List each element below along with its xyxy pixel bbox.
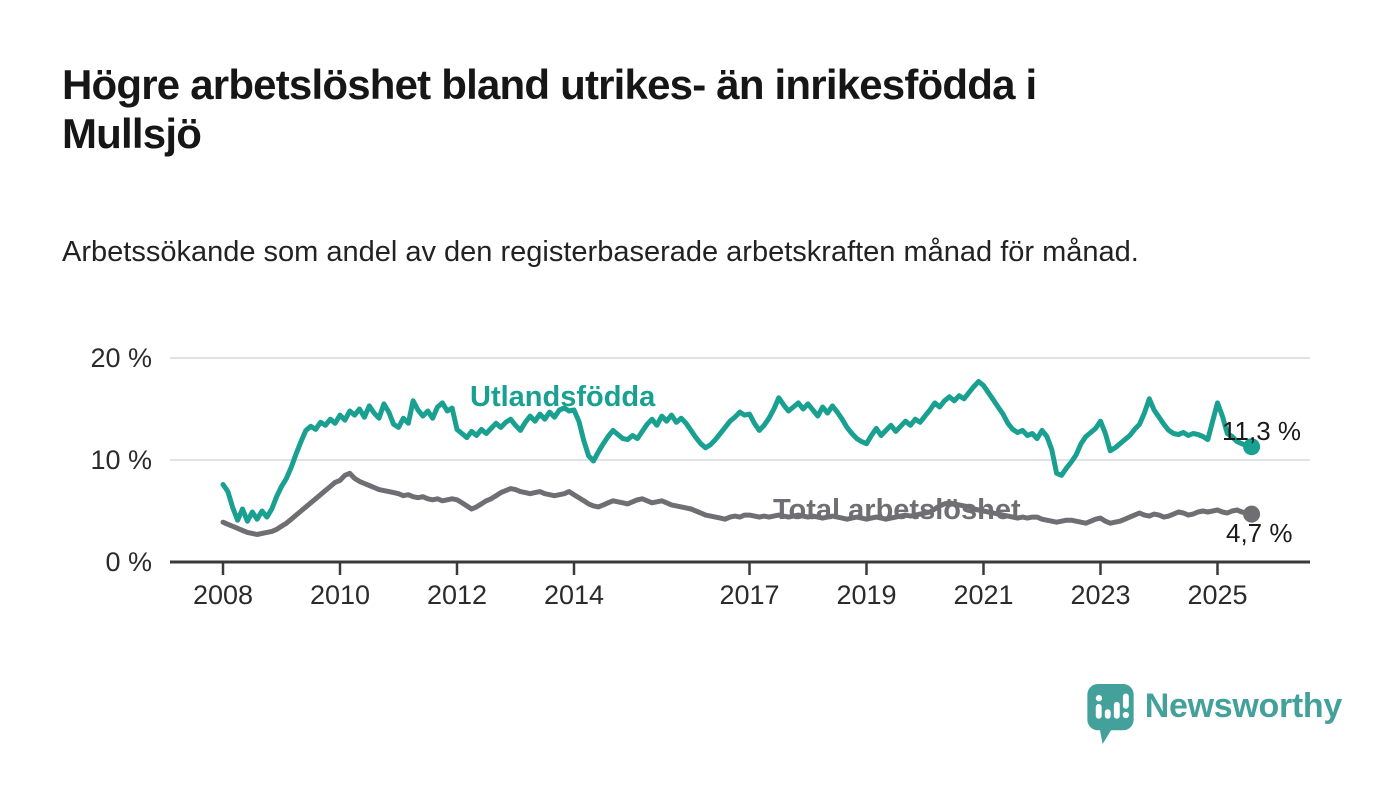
series-end-dot-utlandsf-dda (1243, 438, 1261, 456)
page-title: Högre arbetslöshet bland utrikes- än inr… (62, 60, 1292, 158)
series-label-utlandsfodda: Utlandsfödda (470, 381, 656, 413)
series-label-total-arbetsloshet: Total arbetslöshet (773, 494, 1021, 526)
page-subtitle: Arbetssökande som andel av den registerb… (62, 236, 1139, 268)
y-tick-label: 10 % (90, 445, 152, 475)
page-title-line2: Mullsjö (62, 110, 202, 158)
x-tick-label: 2023 (1070, 580, 1130, 610)
newsworthy-logo-icon (1087, 684, 1134, 744)
x-tick-label: 2012 (427, 580, 487, 610)
newsworthy-logo: Newsworthy (1087, 684, 1342, 745)
x-tick-label: 2010 (310, 580, 370, 610)
y-tick-label: 20 % (90, 343, 152, 373)
y-tick-label: 0 % (105, 547, 152, 577)
x-tick-label: 2008 (193, 580, 253, 610)
x-tick-label: 2017 (719, 580, 779, 610)
end-value-label-utlandsfodda: 11,3 % (1222, 416, 1302, 446)
newsworthy-logo-text: Newsworthy (1144, 687, 1343, 725)
series-line-utlandsf-dda (220, 379, 1255, 524)
x-tick-label: 2014 (544, 580, 604, 610)
series-line-total-arbetsl-shet (220, 470, 1255, 537)
x-tick-label: 2025 (1187, 580, 1247, 610)
series-end-dot-total-arbetsl-shet (1243, 505, 1261, 523)
x-tick-label: 2021 (953, 580, 1013, 610)
end-value-label-total: 4,7 % (1226, 518, 1293, 548)
page-title-line1: Högre arbetslöshet bland utrikes- än inr… (62, 61, 1037, 108)
x-tick-label: 2019 (836, 580, 896, 610)
